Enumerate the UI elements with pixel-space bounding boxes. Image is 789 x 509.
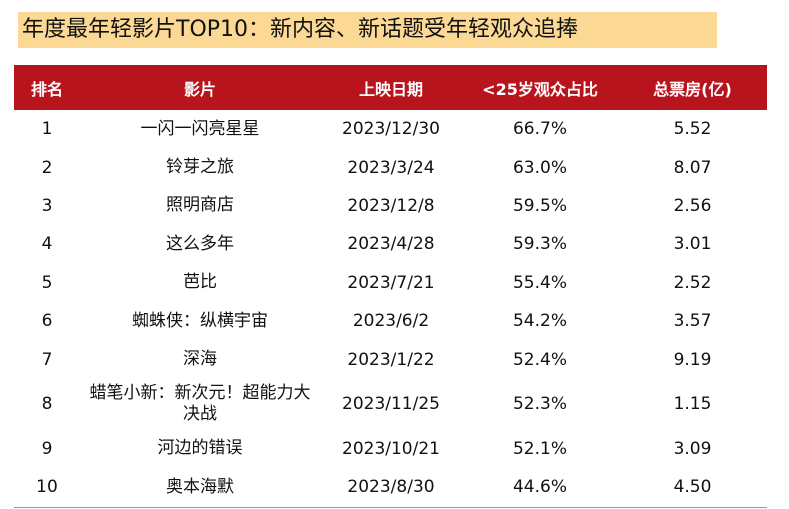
table-cell: 1 <box>41 119 53 140</box>
table-cell: 蜡笔小新：新次元！超能力大决战 <box>80 379 320 430</box>
table-cell: 9.19 <box>673 349 712 370</box>
table-cell: 2023/12/30 <box>342 119 440 140</box>
cell-text: 照明商店 <box>166 195 234 216</box>
table-cell: 52.1% <box>512 438 567 459</box>
table-cell: 6 <box>41 311 53 332</box>
table-cell: 2023/3/24 <box>347 157 435 178</box>
header-cell: 总票房(亿) <box>618 65 767 110</box>
table-row: 5 芭比 2023/7/21 55.4% 2.52 <box>14 264 767 302</box>
table-cell: 深海 <box>80 340 320 378</box>
table-cell: 44.6% <box>462 468 618 508</box>
table-cell: 2.52 <box>673 272 712 293</box>
table-cell: 这么多年 <box>80 225 320 263</box>
header-cell: 排名 <box>14 65 80 110</box>
table-cell: 2023/7/21 <box>347 272 435 293</box>
table-cell: 59.3% <box>512 234 567 255</box>
table-cell: 5 <box>41 272 53 293</box>
table-cell: 52.4% <box>512 349 567 370</box>
table-cell: 蜘蛛侠：纵横宇宙 <box>80 302 320 340</box>
table-cell: 7 <box>41 349 53 370</box>
cell-text: 深海 <box>183 349 217 370</box>
cell-text: 这么多年 <box>166 233 234 254</box>
table-cell: 芭比 <box>80 264 320 302</box>
table-cell: 3.01 <box>673 234 712 255</box>
table-cell: 2023/6/2 <box>352 311 430 332</box>
table-row: 7 深海 2023/1/22 52.4% 9.19 <box>14 340 767 378</box>
table-cell: 3.57 <box>673 311 712 332</box>
table-row: 1 一闪一闪亮星星 2023/12/30 66.7% 5.52 <box>14 110 767 148</box>
table-row: 9 河边的错误 2023/10/21 52.1% 3.09 <box>14 430 767 468</box>
table-row: 2 铃芽之旅 2023/3/24 63.0% 8.07 <box>14 148 767 186</box>
table-cell: 9 <box>41 438 53 459</box>
cell-text: 铃芽之旅 <box>166 157 234 178</box>
table: 排名 影片 上映日期 <25岁观众占比 总票房(亿) 1 一闪一闪亮星星 2023/12/3… <box>14 65 767 508</box>
table-cell: 5.52 <box>673 119 712 140</box>
table-row: 4 这么多年 2023/4/28 59.3% 3.01 <box>14 225 767 263</box>
header-row: 排名 影片 上映日期 <25岁观众占比 总票房(亿) <box>14 65 767 110</box>
table-row: 6 蜘蛛侠：纵横宇宙 2023/6/2 54.2% 3.57 <box>14 302 767 340</box>
table-cell: 2023/11/25 <box>342 394 440 415</box>
table-cell: 63.0% <box>512 157 567 178</box>
table-cell: 1.15 <box>673 394 712 415</box>
table-cell: 照明商店 <box>80 187 320 225</box>
table-cell: 4 <box>41 234 53 255</box>
table-cell: 10 <box>14 468 80 508</box>
table-cell: 一闪一闪亮星星 <box>80 110 320 148</box>
table-cell: 2.56 <box>673 195 712 216</box>
table-cell: 3 <box>41 195 53 216</box>
cell-text: 蜡笔小新：新次元！超能力大决战 <box>89 383 311 425</box>
table-cell: 59.5% <box>512 195 567 216</box>
table-row: 3 照明商店 2023/12/8 59.5% 2.56 <box>14 187 767 225</box>
table-row: 8 蜡笔小新：新次元！超能力大决战 2023/11/25 52.3% 1.15 <box>14 379 767 430</box>
header-cell: 影片 <box>80 65 320 110</box>
table-cell: 2023/8/30 <box>320 468 462 508</box>
cell-text: 芭比 <box>183 272 217 293</box>
table-row: 10 奥本海默 2023/8/30 44.6% 4.50 <box>14 468 767 508</box>
header-cell: <25岁观众占比 <box>462 65 618 110</box>
header-cell: 上映日期 <box>320 65 462 110</box>
table-cell: 奥本海默 <box>80 468 320 508</box>
table-cell: 8.07 <box>673 157 712 178</box>
table-cell: 54.2% <box>512 311 567 332</box>
table-cell: 4.50 <box>618 468 767 508</box>
table-cell: 3.09 <box>673 438 712 459</box>
cell-text: 河边的错误 <box>157 438 243 459</box>
table-cell: 2023/1/22 <box>347 349 435 370</box>
table-cell: 66.7% <box>512 119 567 140</box>
table-cell: 8 <box>41 394 53 415</box>
table-body: 1 一闪一闪亮星星 2023/12/30 66.7% 5.52 2 铃芽之旅 2023/3/2… <box>14 110 767 508</box>
table-cell: 52.3% <box>512 394 567 415</box>
table-cell: 55.4% <box>512 272 567 293</box>
table-cell: 2023/12/8 <box>347 195 435 216</box>
cell-text: 蜘蛛侠：纵横宇宙 <box>132 310 268 331</box>
table-cell: 河边的错误 <box>80 430 320 468</box>
table-cell: 2023/10/21 <box>342 438 440 459</box>
table-cell: 2023/4/28 <box>347 234 435 255</box>
table-cell: 2 <box>41 157 53 178</box>
title: 年度最年轻影片TOP10：新内容、新话题受年轻观众追捧 <box>18 12 717 48</box>
cell-text: 一闪一闪亮星星 <box>140 118 260 139</box>
cell-text: 奥本海默 <box>166 476 234 497</box>
table-cell: 铃芽之旅 <box>80 148 320 186</box>
